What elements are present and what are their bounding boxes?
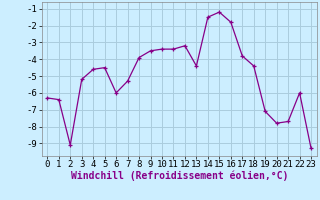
X-axis label: Windchill (Refroidissement éolien,°C): Windchill (Refroidissement éolien,°C) [70, 171, 288, 181]
